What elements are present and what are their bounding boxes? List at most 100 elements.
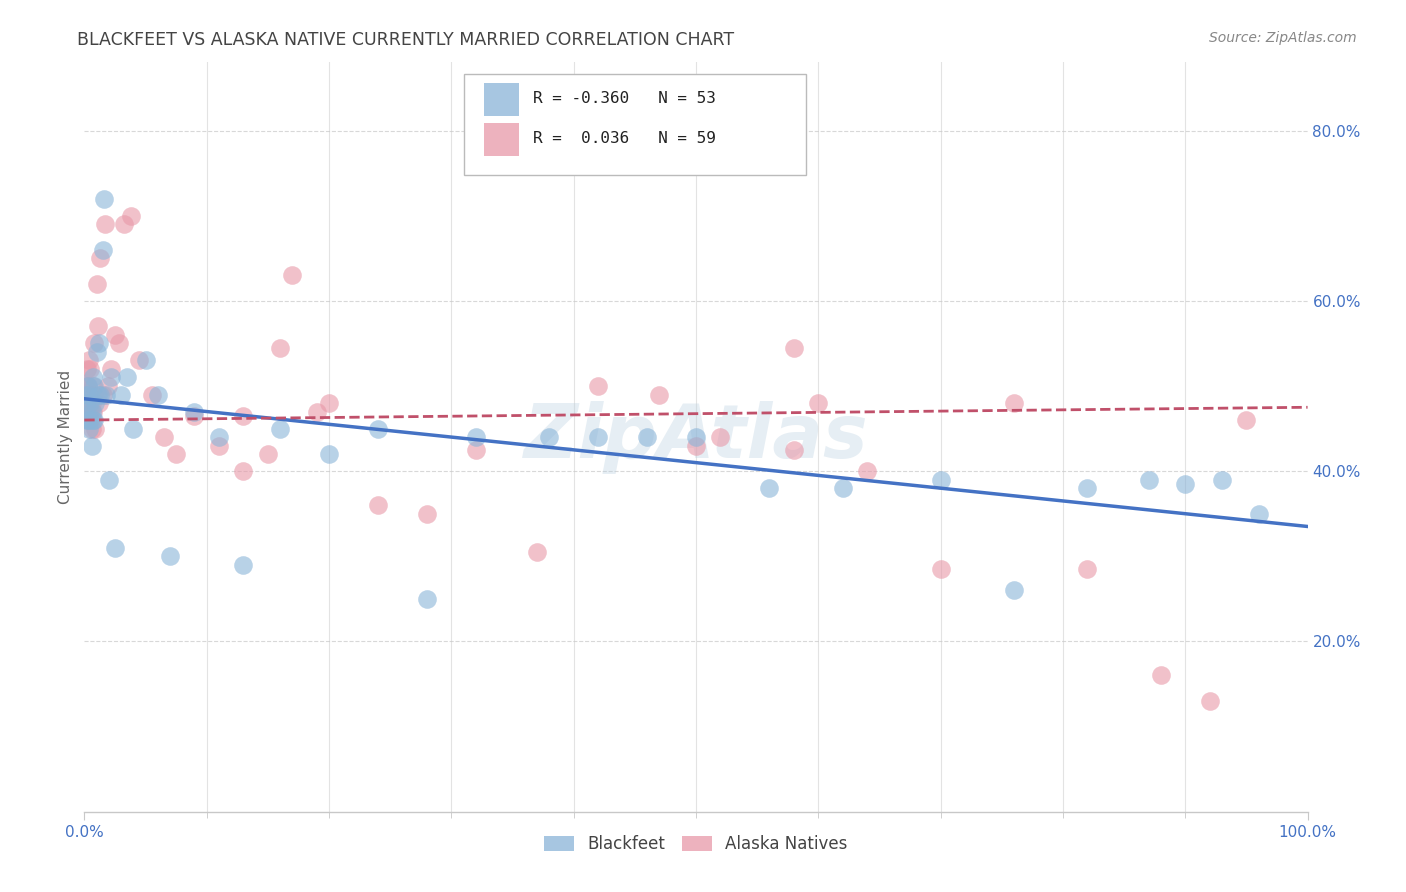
Point bbox=[538, 430, 561, 444]
Point bbox=[856, 464, 879, 478]
Point bbox=[96, 387, 118, 401]
Point bbox=[232, 558, 254, 572]
Point bbox=[526, 545, 548, 559]
Point bbox=[82, 379, 104, 393]
Point bbox=[586, 430, 609, 444]
Point bbox=[709, 430, 731, 444]
Point bbox=[120, 209, 142, 223]
Point bbox=[367, 421, 389, 435]
Point bbox=[183, 409, 205, 423]
Point bbox=[89, 387, 111, 401]
Point bbox=[586, 379, 609, 393]
Point bbox=[77, 353, 100, 368]
Point bbox=[232, 409, 254, 423]
Point bbox=[1076, 562, 1098, 576]
Point bbox=[636, 430, 658, 444]
Point bbox=[87, 396, 110, 410]
Point bbox=[128, 353, 150, 368]
Point bbox=[93, 192, 115, 206]
Point bbox=[165, 447, 187, 461]
Point bbox=[79, 362, 101, 376]
Point bbox=[87, 336, 110, 351]
Text: R =  0.036   N = 59: R = 0.036 N = 59 bbox=[533, 131, 716, 146]
Point bbox=[648, 387, 671, 401]
Point bbox=[135, 353, 157, 368]
Point bbox=[104, 327, 127, 342]
Point bbox=[79, 404, 101, 418]
Point bbox=[87, 319, 110, 334]
Point bbox=[1076, 481, 1098, 495]
Text: BLACKFEET VS ALASKA NATIVE CURRENTLY MARRIED CORRELATION CHART: BLACKFEET VS ALASKA NATIVE CURRENTLY MAR… bbox=[77, 31, 734, 49]
Point bbox=[269, 341, 291, 355]
Point bbox=[159, 549, 181, 564]
Point bbox=[416, 591, 439, 606]
Point bbox=[79, 396, 101, 410]
Text: Source: ZipAtlas.com: Source: ZipAtlas.com bbox=[1209, 31, 1357, 45]
Point bbox=[86, 277, 108, 291]
Point bbox=[685, 430, 707, 444]
Point bbox=[83, 387, 105, 401]
Point bbox=[82, 404, 104, 418]
Point bbox=[831, 481, 853, 495]
Point bbox=[208, 439, 231, 453]
Text: ZipAtlas: ZipAtlas bbox=[523, 401, 869, 474]
Point bbox=[1198, 694, 1220, 708]
Point bbox=[76, 396, 98, 410]
Point bbox=[783, 341, 806, 355]
Point bbox=[107, 336, 129, 351]
Point bbox=[76, 362, 98, 376]
Point bbox=[83, 379, 105, 393]
Point bbox=[83, 336, 105, 351]
Point bbox=[87, 387, 110, 401]
FancyBboxPatch shape bbox=[484, 83, 519, 116]
Point bbox=[183, 404, 205, 418]
Point bbox=[79, 413, 101, 427]
Point bbox=[416, 507, 439, 521]
Point bbox=[77, 404, 100, 418]
Point bbox=[89, 252, 111, 266]
Legend: Blackfeet, Alaska Natives: Blackfeet, Alaska Natives bbox=[537, 829, 855, 860]
Point bbox=[100, 370, 122, 384]
Point bbox=[318, 396, 340, 410]
Point bbox=[76, 396, 98, 410]
Point bbox=[80, 396, 103, 410]
Point bbox=[929, 473, 952, 487]
Point bbox=[100, 362, 122, 376]
Point bbox=[82, 413, 104, 427]
Point bbox=[84, 396, 107, 410]
Point bbox=[1236, 413, 1258, 427]
Point bbox=[76, 413, 98, 427]
Point bbox=[257, 447, 280, 461]
Point bbox=[1002, 396, 1025, 410]
Point bbox=[464, 442, 486, 457]
Point bbox=[77, 396, 100, 410]
Point bbox=[94, 217, 117, 231]
Point bbox=[91, 387, 114, 401]
Point bbox=[91, 243, 114, 257]
Point bbox=[305, 404, 328, 418]
Point bbox=[464, 430, 486, 444]
Point bbox=[77, 379, 100, 393]
Point bbox=[281, 268, 304, 283]
Point bbox=[110, 387, 132, 401]
Point bbox=[367, 498, 389, 512]
Point bbox=[122, 421, 145, 435]
Point bbox=[97, 473, 120, 487]
Point bbox=[77, 413, 100, 427]
Text: R = -0.360   N = 53: R = -0.360 N = 53 bbox=[533, 91, 716, 106]
Point bbox=[318, 447, 340, 461]
Point bbox=[80, 439, 103, 453]
FancyBboxPatch shape bbox=[464, 74, 806, 175]
Point bbox=[86, 345, 108, 359]
Point bbox=[153, 430, 176, 444]
Point bbox=[807, 396, 830, 410]
Point bbox=[1137, 473, 1160, 487]
Point bbox=[80, 421, 103, 435]
Point bbox=[1247, 507, 1270, 521]
Point bbox=[77, 387, 100, 401]
FancyBboxPatch shape bbox=[484, 123, 519, 156]
Point bbox=[1002, 583, 1025, 598]
Point bbox=[1211, 473, 1233, 487]
Point bbox=[75, 387, 97, 401]
Point bbox=[783, 442, 806, 457]
